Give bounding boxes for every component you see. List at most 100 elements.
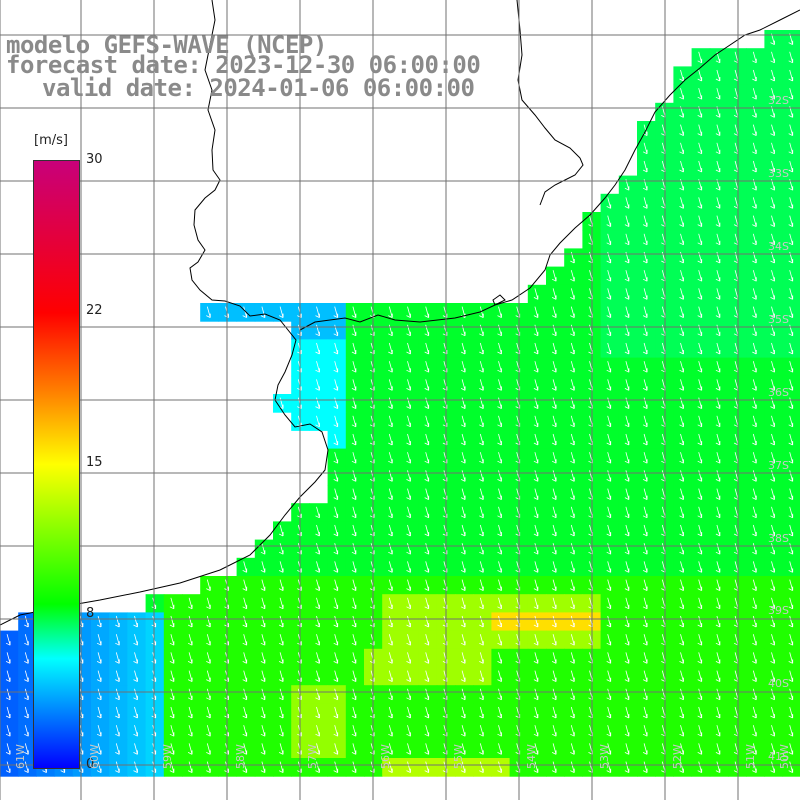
wind-arrow — [497, 688, 502, 701]
wind-speed-cell — [673, 630, 693, 650]
wind-arrow — [715, 579, 721, 591]
wind-arrow — [479, 415, 484, 428]
wind-arrow — [752, 142, 757, 155]
wind-speed-cell — [418, 539, 438, 559]
wind-speed-cell — [418, 303, 438, 322]
wind-speed-cell — [637, 375, 656, 395]
wind-speed-cell — [382, 557, 401, 577]
wind-speed-cell — [746, 157, 765, 177]
wind-speed-cell — [527, 485, 547, 504]
wind-speed-cell — [145, 630, 165, 650]
wind-arrow — [752, 88, 757, 100]
wind-arrow — [333, 579, 339, 591]
wind-speed-cell — [618, 648, 638, 668]
wind-arrow — [424, 725, 430, 737]
wind-arrow — [788, 306, 794, 318]
wind-arrow — [679, 397, 684, 409]
wind-speed-cell — [546, 703, 565, 723]
wind-arrow — [479, 670, 484, 682]
lat-label: 35S — [768, 313, 789, 326]
wind-speed-cell — [127, 703, 147, 723]
wind-speed-cell — [491, 648, 511, 668]
wind-arrow — [770, 561, 775, 573]
wind-speed-cell — [728, 230, 747, 249]
wind-speed-cell — [327, 448, 347, 468]
wind-arrow — [697, 69, 703, 82]
wind-speed-cell — [728, 102, 747, 122]
wind-speed-cell — [546, 266, 565, 286]
wind-speed-cell — [418, 703, 438, 723]
wind-speed-cell — [345, 321, 365, 340]
wind-arrow — [388, 615, 393, 628]
wind-speed-cell — [236, 648, 256, 668]
wind-speed-cell — [382, 758, 401, 777]
wind-speed-cell — [637, 139, 656, 158]
wind-speed-cell — [618, 503, 638, 522]
wind-speed-cell — [564, 284, 583, 304]
wind-speed-cell — [345, 667, 365, 686]
wind-speed-cell — [527, 648, 547, 668]
wind-speed-cell — [546, 303, 565, 322]
wind-speed-cell — [746, 576, 765, 595]
wind-speed-cell — [527, 539, 547, 559]
wind-speed-cell — [418, 612, 438, 632]
wind-speed-cell — [673, 175, 693, 195]
wind-speed-cell — [473, 448, 492, 468]
wind-arrow — [333, 415, 339, 428]
wind-speed-cell — [473, 412, 492, 431]
wind-arrow — [206, 615, 211, 628]
wind-speed-cell — [637, 594, 656, 613]
wind-speed-cell — [254, 303, 274, 322]
wind-speed-cell — [382, 539, 401, 559]
wind-arrow — [424, 634, 430, 646]
wind-speed-cell — [637, 739, 656, 759]
wind-speed-cell — [709, 539, 729, 559]
wind-speed-cell — [18, 739, 37, 759]
wind-speed-cell — [254, 648, 274, 668]
wind-arrow — [533, 288, 539, 300]
wind-arrow — [278, 561, 284, 573]
wind-arrow — [642, 415, 648, 428]
wind-arrow — [406, 524, 411, 537]
wind-speed-cell — [109, 630, 128, 650]
wind-speed-cell — [728, 721, 747, 741]
wind-speed-cell — [473, 685, 492, 704]
wind-arrow — [479, 543, 484, 555]
wind-speed-cell — [691, 739, 711, 759]
wind-speed-cell — [527, 758, 547, 777]
wind-arrow — [242, 652, 248, 664]
wind-speed-cell — [618, 721, 638, 741]
wind-arrow — [460, 361, 466, 373]
wind-speed-cell — [673, 430, 693, 450]
wind-speed-cell — [546, 412, 565, 431]
wind-arrow — [624, 524, 630, 537]
wind-arrow — [315, 361, 320, 373]
wind-arrow — [460, 379, 466, 391]
wind-arrow — [642, 452, 648, 464]
wind-speed-cell — [637, 521, 656, 541]
wind-arrow — [679, 306, 684, 318]
wind-speed-cell — [728, 521, 747, 541]
wind-speed-cell — [491, 576, 511, 595]
wind-speed-cell — [691, 703, 711, 723]
wind-arrow — [715, 615, 721, 628]
wind-speed-cell — [564, 248, 583, 268]
wind-speed-cell — [455, 703, 474, 723]
wind-arrow — [752, 488, 757, 500]
wind-speed-cell — [145, 721, 165, 741]
wind-arrow — [479, 725, 484, 737]
wind-speed-cell — [291, 339, 310, 359]
wind-arrow — [752, 69, 757, 82]
wind-arrow — [351, 433, 357, 446]
wind-speed-cell — [182, 594, 201, 613]
wind-arrow — [752, 634, 757, 646]
wind-arrow — [479, 761, 484, 773]
wind-speed-cell — [600, 721, 620, 741]
wind-speed-cell — [564, 758, 583, 777]
wind-speed-cell — [491, 303, 511, 322]
wind-speed-cell — [600, 557, 620, 577]
wind-speed-cell — [291, 394, 310, 413]
wind-speed-cell — [455, 648, 474, 668]
wind-speed-cell — [709, 339, 729, 359]
wind-arrow — [424, 761, 430, 773]
